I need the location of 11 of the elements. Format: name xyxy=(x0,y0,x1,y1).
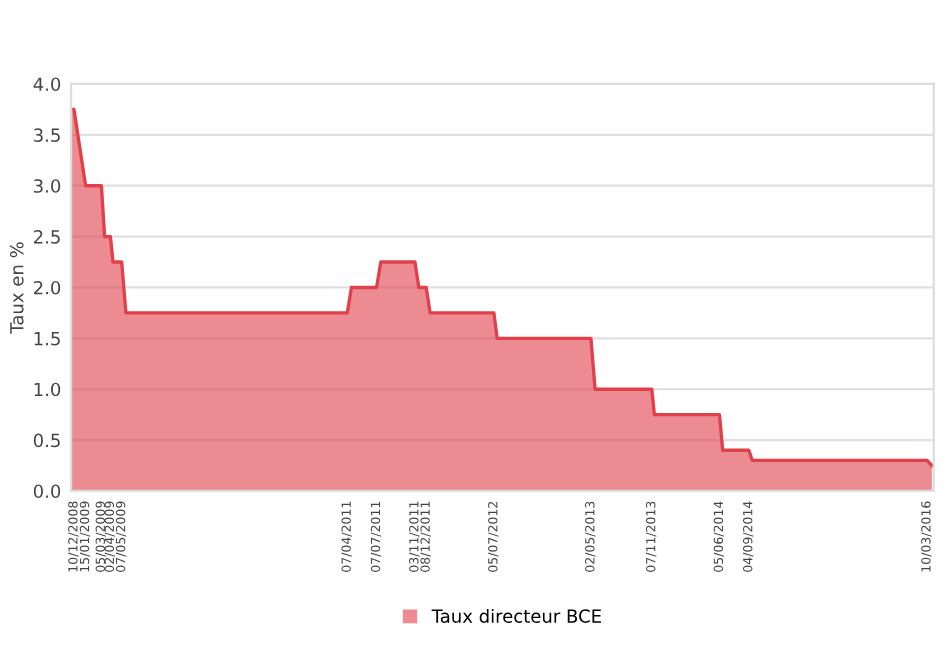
y-tick-label: 2.0 xyxy=(33,280,61,295)
y-tick-label: 1.0 xyxy=(34,382,61,397)
y-tick-label: 1.5 xyxy=(34,332,60,346)
y-tick-label: 2.5 xyxy=(33,230,60,244)
y-tick-label: 3.5 xyxy=(34,128,60,142)
y-axis-title: Taux en % xyxy=(9,242,24,334)
y-tick-label: 4.0 xyxy=(33,77,61,92)
legend-label: Taux directeur BCE xyxy=(431,608,601,623)
y-tick-label: 3.0 xyxy=(34,179,61,193)
y-tick-label: 0.5 xyxy=(33,433,60,448)
y-tick-label: 0.0 xyxy=(33,484,61,499)
